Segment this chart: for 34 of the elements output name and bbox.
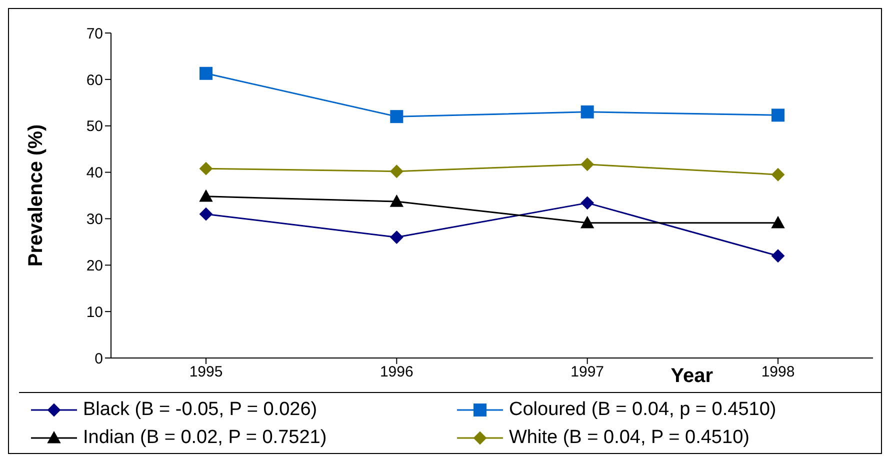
legend-label: Coloured (B = 0.04, p = 0.4510) <box>509 399 776 421</box>
y-tick-label: 10 <box>86 304 103 321</box>
point <box>390 164 404 178</box>
point <box>200 190 212 202</box>
point <box>390 230 404 244</box>
x-tick-label: 1995 <box>189 364 223 381</box>
legend-label: White (B = 0.04, P = 0.4510) <box>509 427 750 449</box>
y-tick-label: 30 <box>86 211 103 228</box>
x-tick-label: 1996 <box>380 364 414 381</box>
point <box>772 108 784 122</box>
point <box>580 105 594 118</box>
point <box>200 162 212 176</box>
x-axis-title: Year <box>670 365 714 388</box>
y-tick-label: 0 <box>94 350 103 368</box>
point <box>772 216 784 228</box>
point <box>200 208 212 221</box>
point <box>580 196 594 210</box>
y-tick-label: 40 <box>86 164 103 182</box>
y-tick-label: 20 <box>86 257 103 274</box>
point <box>772 249 784 262</box>
point <box>390 195 404 207</box>
y-tick-label: 60 <box>86 72 103 89</box>
x-tick-label: 1997 <box>570 364 604 381</box>
x-tick-label: 1998 <box>761 364 795 381</box>
y-tick-label: 70 <box>86 25 103 42</box>
legend-label: Black (B = -0.05, P = 0.026) <box>83 399 318 421</box>
point <box>580 158 594 171</box>
point <box>390 110 404 124</box>
point <box>200 66 212 80</box>
y-tick-label: 50 <box>86 118 103 136</box>
y-axis-title: Prevalence (%) <box>25 124 48 267</box>
point <box>580 216 594 228</box>
point <box>772 168 784 182</box>
legend-label: Indian (B = 0.02, P = 0.7521) <box>83 427 327 449</box>
